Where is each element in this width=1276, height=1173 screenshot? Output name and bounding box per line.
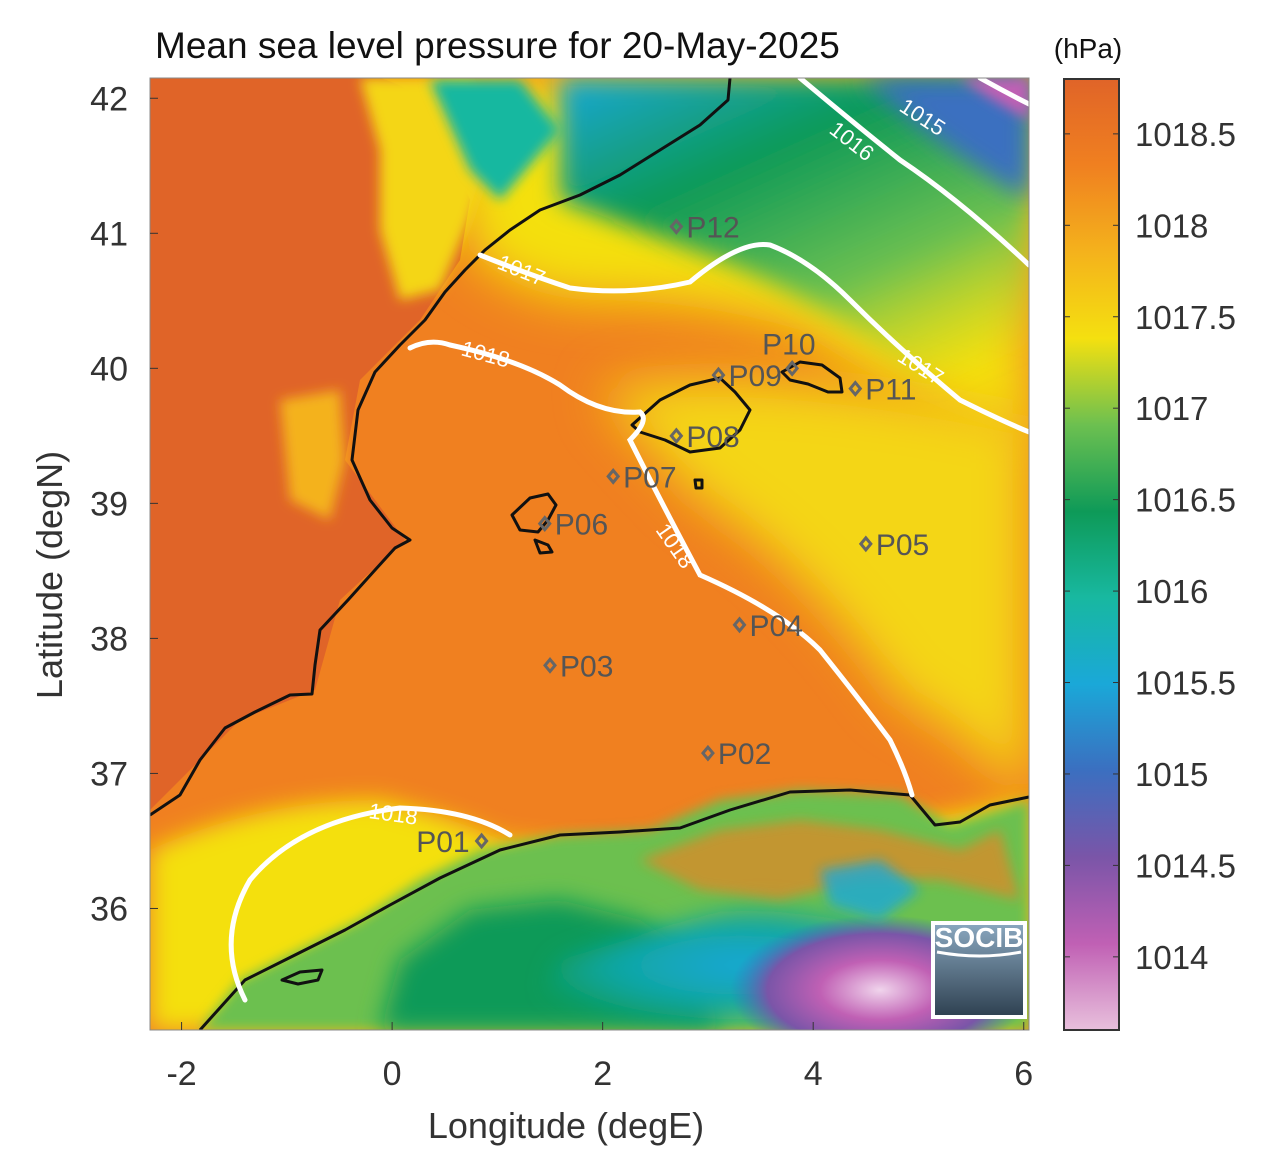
x-axis-label: Longitude (degE) [428,1105,704,1146]
y-tick-label: 38 [90,620,128,658]
station-p11[interactable]: P11 [848,374,916,407]
chart-title: Mean sea level pressure for 20-May-2025 [155,25,840,66]
colorbar: 1014 1014.5 1015 1015.5 1016 1016.5 1017 1017.5… [1063,78,1236,1031]
colorbar-tick-label: 1015 [1135,756,1208,793]
colorbar-ticks: 1014 1014.5 1015 1015.5 1016 1016.5 1017 1017.5… [1064,116,1236,976]
colorbar-unit: (hPa) [1054,33,1122,64]
station-p12[interactable]: P12 [669,212,740,245]
y-axis-ticks: 36 37 38 39 40 41 42 [90,80,158,928]
station-label: P02 [718,738,771,771]
colorbar-tick-label: 1014 [1135,939,1208,976]
station-marker-icon [474,832,489,850]
station-marker-icon [537,515,552,532]
station-p06[interactable]: P06 [537,509,608,542]
station-p07[interactable]: P07 [606,461,677,494]
colorbar-gradient [1063,78,1120,1031]
y-tick-label: 41 [90,215,128,253]
station-label: P09 [728,360,781,393]
station-label: P11 [865,374,916,407]
x-tick-label: 4 [804,1055,823,1093]
coastline [150,78,1029,1030]
isobar-contours [228,78,1029,1003]
x-tick-label: 2 [593,1055,612,1093]
station-label: P05 [876,529,929,562]
station-marker-icon [543,657,557,674]
station-p04[interactable]: P04 [732,610,803,643]
station-label: P01 [416,826,469,859]
station-label: P08 [686,421,739,454]
colorbar-tick-label: 1017.5 [1135,299,1236,336]
station-label: P10 [762,328,815,361]
map-frame [149,77,1030,1031]
station-p10[interactable]: P10 [762,328,816,377]
colorbar-tick-label: 1014.5 [1135,847,1236,884]
station-label: P03 [560,650,613,683]
colorbar-tick-label: 1018 [1135,207,1208,244]
station-marker-icon [848,380,863,397]
x-tick-label: 0 [383,1055,402,1093]
colorbar-tick-label: 1016.5 [1135,482,1236,519]
station-p09[interactable]: P09 [711,360,782,393]
pressure-field [150,78,1029,1030]
colorbar-tick-label: 1016 [1135,573,1208,610]
station-marker-icon [606,468,621,485]
station-label: P04 [750,610,803,643]
station-p02[interactable]: P02 [700,738,771,771]
station-marker-icon [732,616,747,634]
x-tick-label: -2 [166,1055,196,1093]
y-tick-label: 42 [90,80,128,118]
station-marker-icon [669,218,684,235]
station-p08[interactable]: P08 [669,421,740,454]
x-tick-label: 6 [1014,1055,1033,1093]
station-p05[interactable]: P05 [858,529,929,562]
x-axis-ticks: -2 0 2 4 6 [166,1022,1033,1093]
station-label: P07 [623,461,676,494]
y-axis-label: Latitude (degN) [29,451,70,699]
station-p01[interactable]: P01 [416,826,489,859]
station-marker-icon [785,359,800,377]
station-marker-icon [669,427,684,445]
station-marker-icon [711,366,726,384]
logo-text: SOCIB [935,922,1024,953]
socib-logo: SOCIB [931,921,1027,1019]
station-label: P06 [555,509,608,542]
station-marker-icon [700,744,715,762]
station-p03[interactable]: P03 [543,650,613,683]
station-marker-icon [858,535,873,553]
y-tick-label: 40 [90,350,128,388]
station-label: P12 [686,212,739,245]
y-tick-label: 36 [90,890,128,928]
colorbar-tick-label: 1015.5 [1135,665,1236,702]
colorbar-tick-label: 1018.5 [1135,116,1236,153]
y-tick-label: 39 [90,485,128,523]
colorbar-tick-label: 1017 [1135,390,1208,427]
y-tick-label: 37 [90,755,128,793]
